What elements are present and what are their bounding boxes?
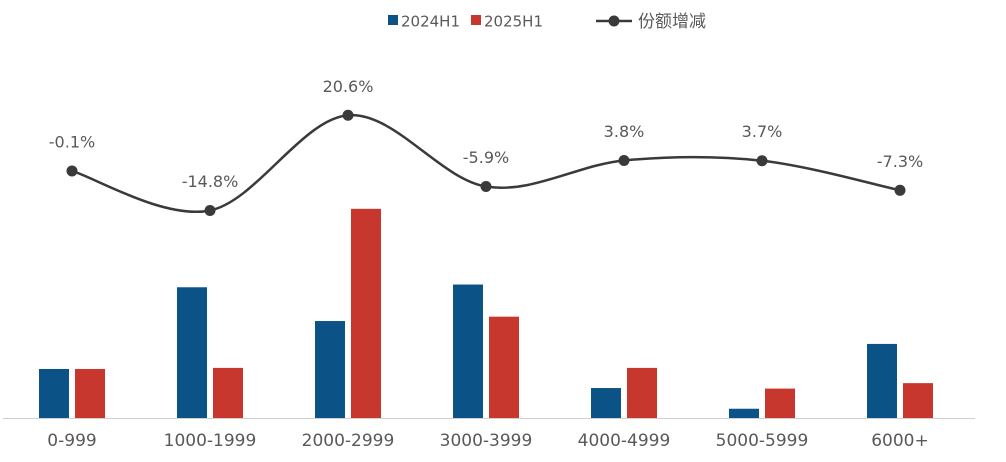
legend-swatch bbox=[471, 15, 481, 25]
bar bbox=[75, 368, 105, 418]
legend-label: 2024H1 bbox=[401, 13, 460, 31]
bar bbox=[315, 321, 345, 418]
line-marker bbox=[480, 181, 492, 193]
line-marker bbox=[618, 154, 630, 166]
bar bbox=[351, 208, 381, 418]
line-marker bbox=[66, 165, 78, 177]
data-label: 3.8% bbox=[604, 122, 645, 141]
bar bbox=[903, 383, 933, 418]
data-label: -0.1% bbox=[49, 132, 95, 151]
legend-marker bbox=[608, 15, 620, 27]
line-marker bbox=[204, 204, 216, 216]
data-label: -5.9% bbox=[463, 148, 509, 167]
line-marker bbox=[894, 184, 906, 196]
x-tick-label: 3000-3999 bbox=[440, 431, 533, 451]
legend-label: 份额增减 bbox=[638, 12, 706, 32]
x-tick-label: 1000-1999 bbox=[164, 431, 257, 451]
bar bbox=[591, 388, 621, 418]
x-tick-label: 2000-2999 bbox=[302, 431, 395, 451]
line-marker bbox=[342, 109, 354, 121]
bar bbox=[489, 316, 519, 418]
bar bbox=[213, 367, 243, 418]
x-tick-label: 6000+ bbox=[871, 431, 929, 451]
data-label: -7.3% bbox=[877, 152, 923, 171]
bar bbox=[177, 287, 207, 418]
legend-label: 2025H1 bbox=[484, 13, 543, 31]
line-marker bbox=[756, 155, 768, 167]
x-tick-label: 5000-5999 bbox=[716, 431, 809, 451]
data-label: -14.8% bbox=[182, 172, 239, 191]
data-label: 3.7% bbox=[742, 122, 783, 141]
x-tick-label: 4000-4999 bbox=[578, 431, 671, 451]
x-tick-label: 0-999 bbox=[47, 431, 96, 451]
bar bbox=[867, 343, 897, 418]
bar bbox=[39, 368, 69, 418]
data-label: 20.6% bbox=[323, 77, 374, 96]
bar bbox=[627, 367, 657, 418]
bar bbox=[765, 388, 795, 418]
bar bbox=[453, 284, 483, 418]
bar bbox=[729, 408, 759, 418]
legend-swatch bbox=[388, 15, 398, 25]
